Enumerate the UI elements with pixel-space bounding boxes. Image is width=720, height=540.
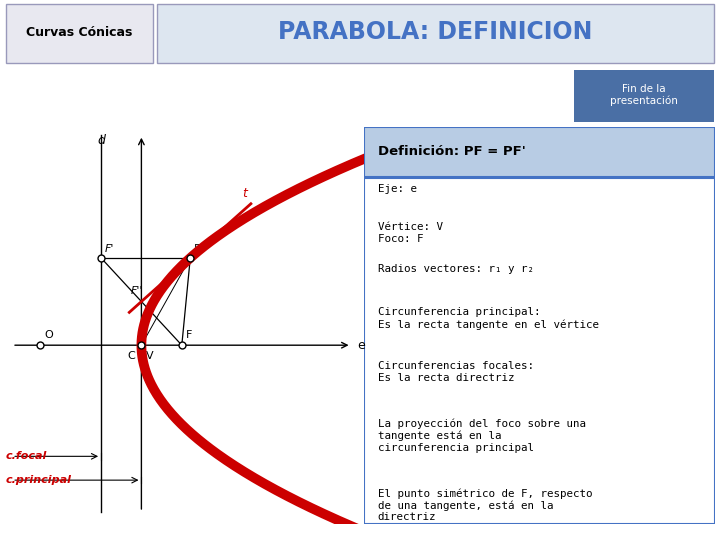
Text: El punto simétrico de F, respecto
de una tangente, está en la
directriz: El punto simétrico de F, respecto de una… <box>378 488 592 522</box>
Text: O: O <box>45 330 53 340</box>
Text: V: V <box>145 351 153 361</box>
FancyBboxPatch shape <box>6 4 153 63</box>
Text: P: P <box>194 244 201 254</box>
FancyBboxPatch shape <box>157 4 714 63</box>
Text: Curvas Cónicas: Curvas Cónicas <box>26 26 132 39</box>
Text: PARABOLA: DEFINICION: PARABOLA: DEFINICION <box>279 21 593 44</box>
Text: Circunferencias focales:
Es la recta directriz: Circunferencias focales: Es la recta dir… <box>378 361 534 383</box>
Text: Vértice: V
Foco: F: Vértice: V Foco: F <box>378 222 443 244</box>
Text: La proyección del foco sobre una
tangente está en la
circunferencia principal: La proyección del foco sobre una tangent… <box>378 418 585 453</box>
FancyBboxPatch shape <box>364 127 715 177</box>
Text: F'': F'' <box>131 286 143 295</box>
Text: Fin de la
presentación: Fin de la presentación <box>610 84 678 106</box>
Text: F': F' <box>105 244 114 254</box>
Text: Radios vectores: r₁ y r₂: Radios vectores: r₁ y r₂ <box>378 264 534 274</box>
Text: Definición: PF = PF': Definición: PF = PF' <box>378 145 526 158</box>
Text: d: d <box>97 134 105 147</box>
Text: C: C <box>127 351 135 361</box>
FancyBboxPatch shape <box>364 178 715 524</box>
Text: t: t <box>243 187 247 200</box>
FancyBboxPatch shape <box>574 70 714 122</box>
Text: c.focal: c.focal <box>6 451 48 461</box>
Text: Eje: e: Eje: e <box>378 185 417 194</box>
Text: F: F <box>186 330 192 340</box>
Text: e: e <box>358 339 365 352</box>
Text: Circunferencia principal:
Es la recta tangente en el vértice: Circunferencia principal: Es la recta ta… <box>378 307 598 330</box>
Text: c.principal: c.principal <box>6 475 72 485</box>
